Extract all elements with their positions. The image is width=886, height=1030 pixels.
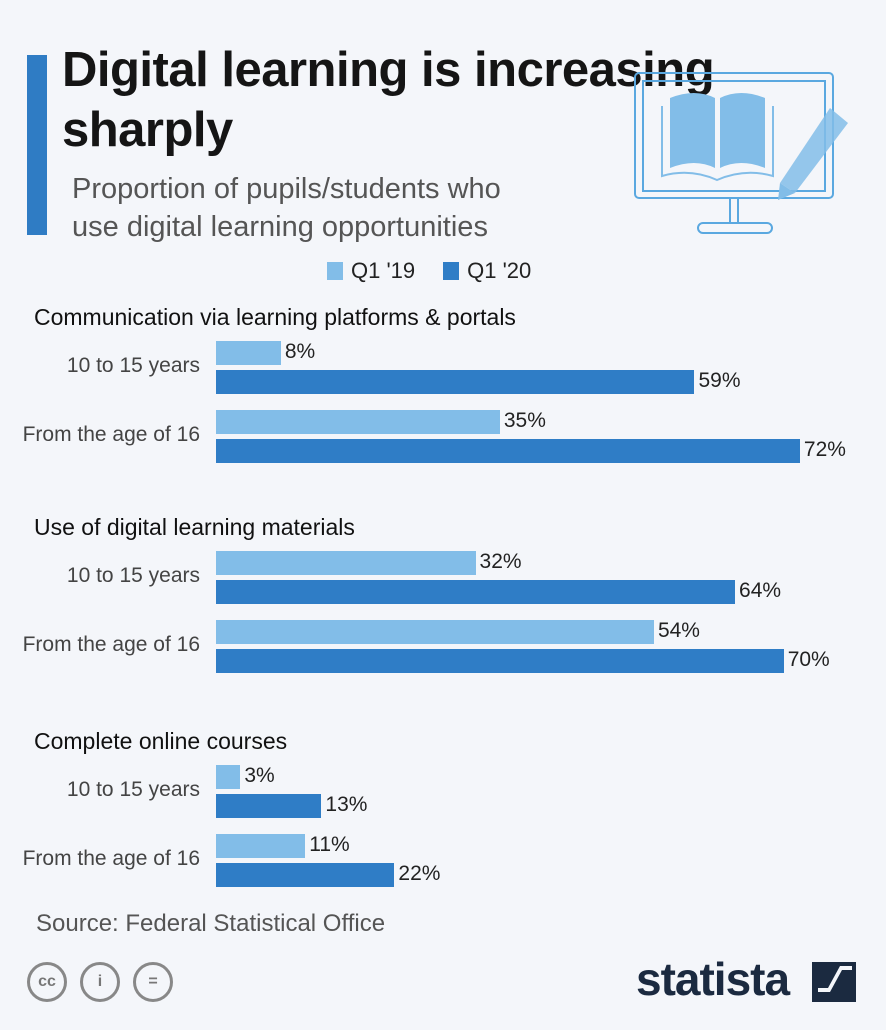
data-label: 72% xyxy=(803,437,846,461)
chart-subtitle: Proportion of pupils/students who use di… xyxy=(72,170,501,246)
legend-label: Q1 '20 xyxy=(467,258,532,283)
data-label: 64% xyxy=(739,578,782,602)
category-label: From the age of 16 xyxy=(22,633,200,656)
legend: Q1 '19 Q1 '20 xyxy=(327,258,531,284)
category-label: 10 to 15 years xyxy=(66,354,200,377)
data-label: 13% xyxy=(325,792,368,816)
category-label: From the age of 16 xyxy=(22,423,200,446)
bar-q1-20 xyxy=(216,438,800,463)
chart-title: Digital learning is increasing sharply xyxy=(62,43,715,157)
category-label: From the age of 16 xyxy=(22,847,200,870)
category-label: 10 to 15 years xyxy=(66,564,200,587)
bar-q1-19 xyxy=(216,620,654,644)
group-title: Complete online courses xyxy=(34,728,288,754)
data-label: 32% xyxy=(479,550,522,573)
bar-q1-20 xyxy=(216,648,784,673)
group-title: Use of digital learning materials xyxy=(34,514,355,540)
bar-q1-19 xyxy=(216,551,476,575)
legend-label: Q1 '19 xyxy=(351,258,416,283)
data-label: 70% xyxy=(787,647,830,671)
bar-q1-20 xyxy=(216,862,395,887)
bar-q1-20 xyxy=(216,579,736,604)
statista-logo[interactable]: statista xyxy=(636,953,790,1005)
subtitle-line-1: Proportion of pupils/students who xyxy=(72,173,501,205)
data-label: 3% xyxy=(244,764,275,787)
data-label: 11% xyxy=(309,833,350,856)
data-label: 22% xyxy=(398,861,441,885)
legend-item-q1-19: Q1 '19 xyxy=(327,258,415,284)
statista-logo-mark xyxy=(812,962,856,1002)
cc-license-icon[interactable]: cc xyxy=(27,962,67,1002)
bar-q1-19 xyxy=(216,834,306,858)
legend-swatch-q1-20 xyxy=(443,262,460,280)
title-accent-bar xyxy=(27,55,47,235)
bar-q1-19 xyxy=(216,341,281,365)
bar-q1-19 xyxy=(216,765,241,789)
legend-item-q1-20: Q1 '20 xyxy=(443,258,531,284)
no-derivatives-icon[interactable]: = xyxy=(133,962,173,1002)
data-label: 8% xyxy=(284,340,316,363)
data-label: 35% xyxy=(503,409,546,432)
bar-q1-19 xyxy=(216,410,500,434)
subtitle-line-2: use digital learning opportunities xyxy=(72,211,488,243)
category-label: 10 to 15 years xyxy=(66,778,200,801)
attribution-icon[interactable]: i xyxy=(80,962,120,1002)
data-label: 54% xyxy=(657,619,700,642)
group-title: Communication via learning platforms & p… xyxy=(34,304,516,330)
data-label: 59% xyxy=(698,368,741,392)
source-note: Source: Federal Statistical Office xyxy=(36,910,386,937)
legend-swatch-q1-19 xyxy=(327,262,343,280)
bar-q1-20 xyxy=(216,793,322,818)
bar-q1-20 xyxy=(216,369,695,394)
monitor-book-pencil-icon xyxy=(634,72,848,234)
